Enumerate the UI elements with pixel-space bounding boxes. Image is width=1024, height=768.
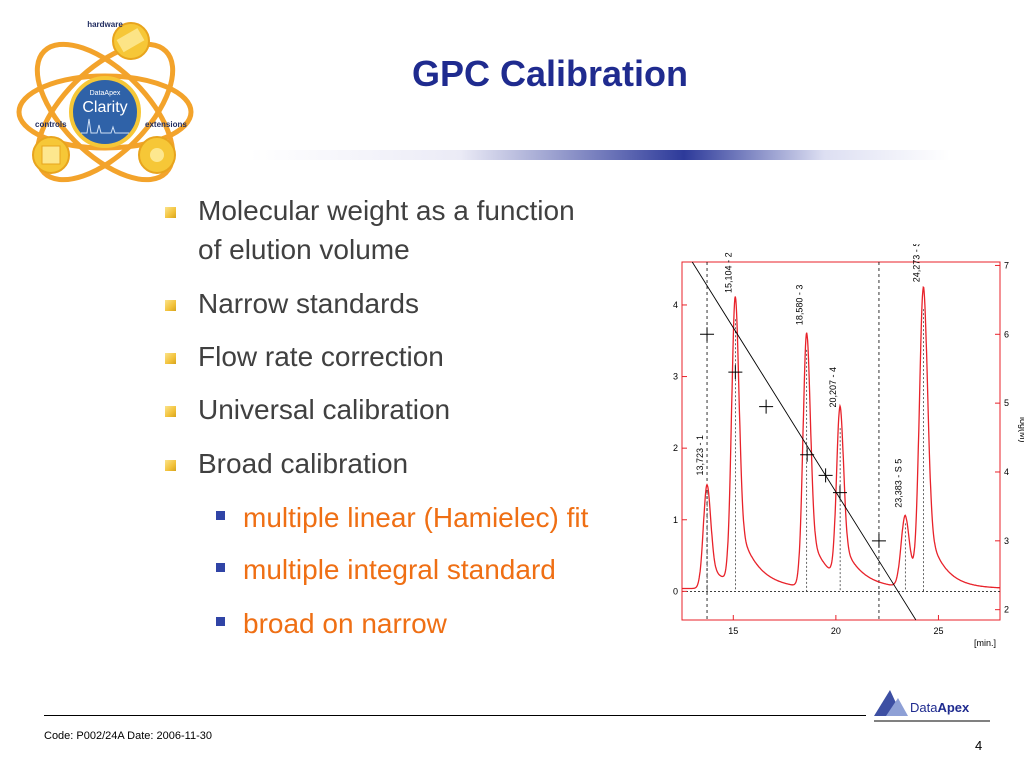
- bullet-2: Narrow standards: [198, 288, 419, 319]
- y-left-tick-label: 3: [673, 372, 678, 382]
- logo-hardware-label: hardware: [87, 20, 123, 29]
- y-right-tick-label: 5: [1004, 398, 1009, 408]
- y-left-tick-label: 2: [673, 443, 678, 453]
- sub-bullet-marker: [216, 617, 225, 626]
- y-right-tick-label: 3: [1004, 536, 1009, 546]
- slide-title: GPC Calibration: [411, 53, 689, 94]
- calibration-point: [728, 365, 743, 380]
- bullet-4: Universal calibration: [198, 394, 451, 425]
- bullet-marker: [165, 460, 176, 471]
- y-left-tick-label: 0: [673, 586, 678, 596]
- sub-bullet-marker: [216, 511, 225, 520]
- y-left-tick-label: 4: [673, 300, 678, 310]
- x-tick-label: 15: [728, 626, 738, 636]
- sub-bullet-2: multiple integral standard: [243, 554, 556, 585]
- bullet-3: Flow rate correction: [198, 341, 444, 372]
- y-right-tick-label: 4: [1004, 467, 1009, 477]
- brand-data: Data: [910, 700, 938, 715]
- peak-label: 13,723 - 1: [695, 435, 705, 476]
- calibration-point: [800, 447, 815, 462]
- x-tick-label: 20: [831, 626, 841, 636]
- logo-extensions-label: extensions: [145, 120, 187, 129]
- calibration-chart: 13,723 - 1 15,104 - 2 18,580 - 3 20,207 - 4…: [673, 244, 1024, 648]
- bullet-5: Broad calibration: [198, 448, 409, 479]
- peak-label: 23,383 - S 5: [893, 459, 903, 508]
- bullet-marker: [165, 406, 176, 417]
- footer-code: Code: P002/24A Date: 2006-11-30: [44, 730, 212, 742]
- chromatogram-trace: [682, 286, 1000, 590]
- y-right-tick-label: 7: [1004, 260, 1009, 270]
- bullet-marker: [165, 353, 176, 364]
- calibration-line: [691, 261, 917, 621]
- plot-frame: [682, 262, 1000, 620]
- title-underline: [250, 150, 950, 160]
- calibration-point: [832, 485, 847, 500]
- dataapex-logo: [874, 690, 990, 722]
- page-number: 4: [975, 738, 983, 753]
- calibration-point: [700, 327, 715, 342]
- x-tick-label: 25: [933, 626, 943, 636]
- brand-apex: Apex: [937, 700, 970, 715]
- dataapex-wordmark: DataApex: [910, 700, 969, 715]
- y-right-axis-label: log(M): [1018, 417, 1024, 443]
- peak-label: 15,104 - 2: [723, 252, 733, 293]
- sub-bullet-marker: [216, 563, 225, 572]
- bullet-1-line2: of elution volume: [198, 234, 410, 265]
- bullet-marker: [165, 207, 176, 218]
- plot-border: [681, 261, 1001, 621]
- peak-label: 24,273 - S 6: [912, 244, 922, 282]
- sub-bullet-1: multiple linear (Hamielec) fit: [243, 502, 589, 533]
- bullet-marker: [165, 300, 176, 311]
- y-right-tick-label: 2: [1004, 605, 1009, 615]
- peak-label: 18,580 - 3: [795, 285, 805, 326]
- y-left-tick-label: 1: [673, 515, 678, 525]
- sub-bullet-3: broad on narrow: [243, 608, 447, 639]
- footer-divider: [44, 715, 866, 716]
- clarity-logo: DataApex Clarity hardware controls exten…: [16, 20, 194, 183]
- calibration-point: [818, 468, 833, 483]
- y-right-tick-label: 6: [1004, 329, 1009, 339]
- bullet-1-line1: Molecular weight as a function: [198, 195, 575, 226]
- x-unit-label: [min.]: [974, 638, 996, 648]
- calibration-point: [759, 399, 774, 414]
- logo-controls-label: controls: [35, 120, 67, 129]
- logo-product: Clarity: [82, 99, 127, 116]
- peak-label: 20,207 - 4: [828, 367, 838, 408]
- calibration-point: [871, 533, 886, 548]
- logo-brand-small: DataApex: [90, 90, 121, 97]
